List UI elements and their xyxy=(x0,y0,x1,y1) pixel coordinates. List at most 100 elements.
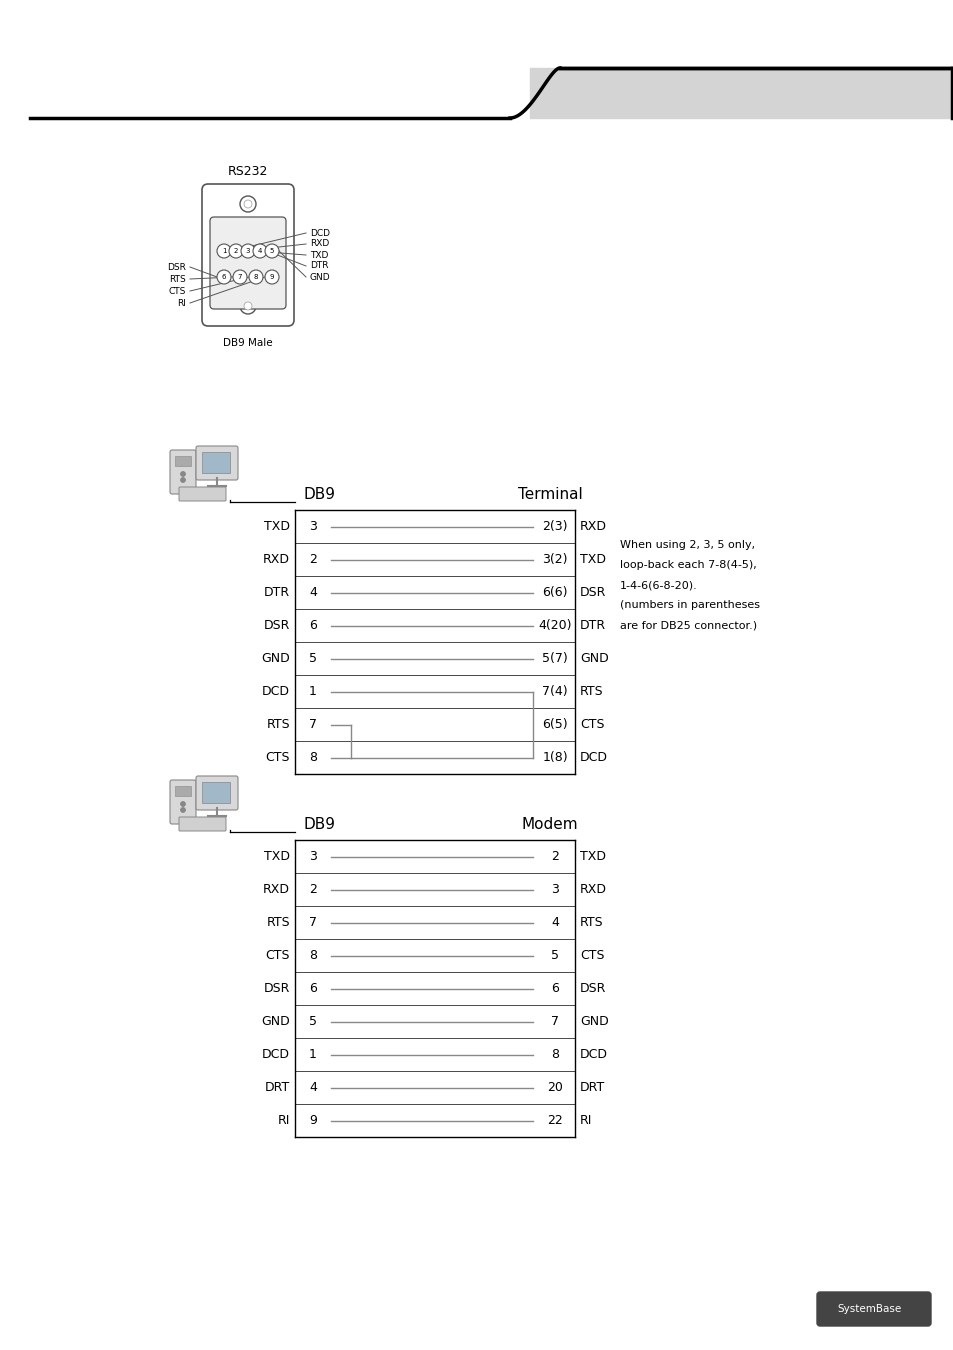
Text: CTS: CTS xyxy=(169,286,186,296)
Text: RXD: RXD xyxy=(310,239,329,248)
Text: 6: 6 xyxy=(309,620,316,632)
Text: RXD: RXD xyxy=(263,883,290,896)
Text: 1(8): 1(8) xyxy=(541,751,567,764)
Text: 4: 4 xyxy=(257,248,262,254)
Text: RI: RI xyxy=(177,298,186,308)
Text: 5(7): 5(7) xyxy=(541,652,567,666)
Text: DSR: DSR xyxy=(263,620,290,632)
Text: 2: 2 xyxy=(551,850,558,863)
Text: Terminal: Terminal xyxy=(517,487,581,502)
Text: DSR: DSR xyxy=(579,981,606,995)
Text: TXD: TXD xyxy=(579,554,605,566)
FancyBboxPatch shape xyxy=(179,487,226,501)
FancyBboxPatch shape xyxy=(174,456,191,466)
Text: DSR: DSR xyxy=(579,586,606,599)
Text: CTS: CTS xyxy=(579,718,604,730)
Text: DCD: DCD xyxy=(310,228,330,238)
Text: are for DB25 connector.): are for DB25 connector.) xyxy=(619,620,757,630)
Text: 6: 6 xyxy=(551,981,558,995)
Text: 3: 3 xyxy=(246,248,250,254)
Text: 8: 8 xyxy=(551,1048,558,1061)
FancyBboxPatch shape xyxy=(170,780,195,824)
Text: GND: GND xyxy=(579,652,608,666)
Circle shape xyxy=(265,244,278,258)
FancyBboxPatch shape xyxy=(816,1292,930,1326)
Text: 22: 22 xyxy=(547,1114,562,1127)
Circle shape xyxy=(180,802,185,806)
Circle shape xyxy=(244,302,252,311)
Circle shape xyxy=(244,200,252,208)
Text: RTS: RTS xyxy=(579,917,603,929)
FancyBboxPatch shape xyxy=(202,184,294,325)
Text: 7: 7 xyxy=(551,1015,558,1027)
Text: RXD: RXD xyxy=(579,883,606,896)
Text: 7(4): 7(4) xyxy=(541,684,567,698)
Text: GND: GND xyxy=(310,273,331,282)
Circle shape xyxy=(216,244,231,258)
Text: CTS: CTS xyxy=(579,949,604,963)
Text: 7: 7 xyxy=(309,917,316,929)
Text: 4: 4 xyxy=(309,586,316,599)
Text: DTR: DTR xyxy=(310,262,328,270)
Text: 9: 9 xyxy=(309,1114,316,1127)
Text: 9: 9 xyxy=(270,274,274,279)
Text: RS232: RS232 xyxy=(228,165,268,178)
Text: 2: 2 xyxy=(309,883,316,896)
Text: 8: 8 xyxy=(309,751,316,764)
FancyBboxPatch shape xyxy=(195,776,237,810)
Text: RTS: RTS xyxy=(266,917,290,929)
Text: TXD: TXD xyxy=(264,850,290,863)
Text: 2: 2 xyxy=(309,554,316,566)
Circle shape xyxy=(249,270,263,284)
Text: 1-4-6(6-8-20).: 1-4-6(6-8-20). xyxy=(619,580,697,590)
Circle shape xyxy=(265,270,278,284)
Text: 5: 5 xyxy=(309,1015,316,1027)
Text: RI: RI xyxy=(277,1114,290,1127)
Text: 6: 6 xyxy=(309,981,316,995)
Text: RXD: RXD xyxy=(579,520,606,533)
Text: 2(3): 2(3) xyxy=(541,520,567,533)
Text: When using 2, 3, 5 only,: When using 2, 3, 5 only, xyxy=(619,540,755,549)
Text: DB9: DB9 xyxy=(304,487,335,502)
Text: DRT: DRT xyxy=(265,1081,290,1094)
Text: DCD: DCD xyxy=(262,684,290,698)
Text: TXD: TXD xyxy=(579,850,605,863)
Text: 4(20): 4(20) xyxy=(537,620,571,632)
Circle shape xyxy=(180,807,185,813)
Text: DB9: DB9 xyxy=(304,817,335,832)
Text: 3: 3 xyxy=(309,850,316,863)
Text: 5: 5 xyxy=(551,949,558,963)
Text: TXD: TXD xyxy=(264,520,290,533)
Text: 1: 1 xyxy=(221,248,226,254)
Text: RTS: RTS xyxy=(266,718,290,730)
Circle shape xyxy=(229,244,243,258)
Text: CTS: CTS xyxy=(265,949,290,963)
FancyBboxPatch shape xyxy=(170,450,195,494)
Text: DTR: DTR xyxy=(579,620,605,632)
Text: 5: 5 xyxy=(309,652,316,666)
Text: CTS: CTS xyxy=(265,751,290,764)
Text: 6(6): 6(6) xyxy=(541,586,567,599)
FancyBboxPatch shape xyxy=(202,782,230,803)
Text: RTS: RTS xyxy=(579,684,603,698)
Text: (numbers in parentheses: (numbers in parentheses xyxy=(619,599,760,610)
Text: DCD: DCD xyxy=(262,1048,290,1061)
Text: 3: 3 xyxy=(551,883,558,896)
Text: DSR: DSR xyxy=(263,981,290,995)
Text: 3: 3 xyxy=(309,520,316,533)
Text: SystemBase: SystemBase xyxy=(837,1304,901,1314)
Text: GND: GND xyxy=(261,652,290,666)
Text: GND: GND xyxy=(579,1015,608,1027)
Text: DRT: DRT xyxy=(579,1081,604,1094)
Text: 4: 4 xyxy=(309,1081,316,1094)
Text: DCD: DCD xyxy=(579,1048,607,1061)
FancyBboxPatch shape xyxy=(210,217,286,309)
Circle shape xyxy=(908,1300,926,1318)
Text: 8: 8 xyxy=(309,949,316,963)
Circle shape xyxy=(216,270,231,284)
Text: 8: 8 xyxy=(253,274,258,279)
Text: GND: GND xyxy=(261,1015,290,1027)
Text: RI: RI xyxy=(579,1114,592,1127)
Text: loop-back each 7-8(4-5),: loop-back each 7-8(4-5), xyxy=(619,560,756,570)
Circle shape xyxy=(180,478,185,482)
